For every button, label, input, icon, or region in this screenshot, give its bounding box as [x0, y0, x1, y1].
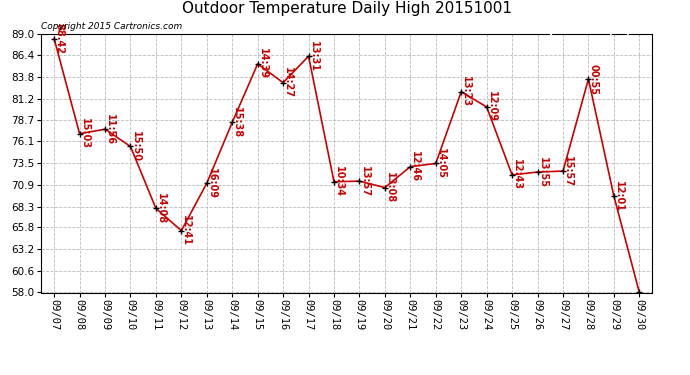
Text: 14:39: 14:39	[257, 48, 268, 80]
Text: 14:05: 14:05	[436, 148, 446, 179]
Text: 16:09: 16:09	[207, 168, 217, 199]
Text: 13:23: 13:23	[461, 76, 471, 107]
Text: 12:41: 12:41	[181, 215, 191, 246]
Text: 12:09: 12:09	[486, 92, 497, 123]
Text: 13:31: 13:31	[308, 41, 319, 72]
Text: 11:56: 11:56	[105, 114, 115, 145]
Text: 10:34: 10:34	[334, 166, 344, 197]
Text: 13:57: 13:57	[359, 166, 369, 196]
Text: 15:03: 15:03	[79, 118, 90, 149]
Text: 14:08: 14:08	[156, 193, 166, 224]
Text: 00:55: 00:55	[589, 64, 598, 94]
Text: Copyright 2015 Cartronics.com: Copyright 2015 Cartronics.com	[41, 22, 183, 31]
Text: 12:01: 12:01	[614, 181, 624, 212]
Text: 15:57: 15:57	[563, 156, 573, 186]
Text: 15:38: 15:38	[233, 107, 242, 138]
Text: 13:08: 13:08	[385, 172, 395, 203]
Text: 12:43: 12:43	[512, 159, 522, 190]
Text: 15:50: 15:50	[130, 131, 141, 162]
Text: 14:27: 14:27	[283, 67, 293, 98]
Text: 13:55: 13:55	[538, 156, 548, 188]
Text: 12:46: 12:46	[411, 151, 420, 182]
Text: 88.42: 88.42	[54, 23, 64, 54]
Title: Outdoor Temperature Daily High 20151001: Outdoor Temperature Daily High 20151001	[181, 1, 512, 16]
